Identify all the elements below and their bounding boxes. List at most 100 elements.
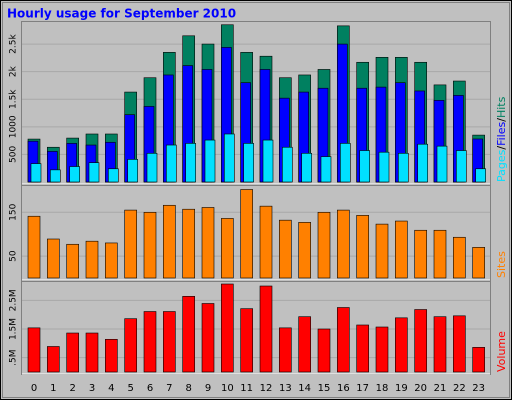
x-tick-label: 17 (356, 383, 369, 394)
bar (127, 159, 138, 183)
bar (317, 211, 331, 279)
bar (201, 303, 215, 373)
bar (166, 144, 177, 183)
bar (182, 296, 195, 373)
y-tick-label: 1.5M (9, 318, 19, 340)
bar (243, 143, 254, 183)
bar (375, 223, 389, 279)
y-tick-label: .5M (9, 349, 19, 365)
x-tick-label: 15 (318, 383, 331, 394)
bar (66, 243, 79, 279)
x-tick-label: 11 (240, 383, 253, 394)
y-tick-label: 2.5M (9, 289, 19, 311)
bar (47, 238, 60, 279)
legend-entry: Pages (495, 149, 508, 182)
bar (375, 326, 389, 373)
panel (21, 185, 491, 281)
bar (259, 205, 273, 279)
x-tick-label: 6 (147, 383, 153, 394)
bar (453, 236, 466, 279)
bar (240, 308, 253, 373)
bar (143, 311, 157, 373)
bar (378, 151, 390, 183)
bar (69, 166, 80, 183)
bar (143, 211, 157, 279)
x-tick-label: 20 (414, 383, 427, 394)
x-tick-label: 1 (50, 383, 56, 394)
bar (201, 207, 215, 279)
bar (66, 332, 79, 373)
bar (433, 316, 447, 373)
bar (124, 318, 137, 373)
x-tick-label: 5 (127, 383, 133, 394)
bar (356, 215, 369, 279)
bar (88, 162, 100, 183)
bar (453, 315, 466, 373)
legend-entry: Hits (495, 96, 508, 118)
x-tick-label: 4 (108, 383, 114, 394)
x-tick-label: 21 (434, 383, 447, 394)
bar (320, 156, 332, 183)
legend-entry: Volume (495, 331, 508, 372)
bar (282, 146, 293, 183)
y-tick-label: 2k (9, 65, 19, 77)
bar (30, 163, 42, 183)
bar (456, 150, 467, 183)
x-tick-label: 12 (260, 383, 273, 394)
legend: Volume (495, 331, 508, 372)
y-tick-label: 50 (9, 250, 19, 262)
bar (224, 133, 235, 183)
bar (472, 247, 485, 279)
y-tick-label: 150 (9, 203, 19, 220)
bar (472, 347, 485, 373)
bar (108, 168, 119, 183)
bar (85, 332, 99, 373)
x-tick-label: 8 (185, 383, 191, 394)
y-tick-label: 2.5k (9, 34, 19, 54)
bar (359, 150, 370, 183)
bar (301, 153, 312, 183)
bar (279, 327, 292, 373)
y-tick-label: 1000 (9, 115, 19, 138)
x-tick-label: 19 (395, 383, 408, 394)
x-tick-label: 18 (376, 383, 389, 394)
y-tick-label: 1.5k (9, 89, 19, 109)
bar (433, 229, 447, 279)
bar (240, 189, 253, 279)
x-tick-label: 22 (453, 383, 466, 394)
bar (414, 309, 427, 373)
bar (221, 218, 234, 279)
legend-entry: Files (495, 121, 508, 145)
legend-entry: Sites (495, 251, 508, 278)
bar (27, 327, 41, 373)
bar (105, 339, 118, 373)
chart-title: Hourly usage for September 2010 (7, 7, 236, 21)
y-tick-label: 500 (9, 146, 19, 163)
legend: Pages/Files/Hits (495, 96, 508, 182)
bar (417, 143, 428, 183)
bar (221, 283, 234, 373)
bar (163, 311, 176, 373)
x-tick-label: 10 (221, 383, 234, 394)
bar (204, 139, 216, 183)
bar (146, 153, 158, 183)
bar (262, 139, 274, 183)
legend: Sites (495, 251, 508, 278)
bar (182, 208, 195, 279)
bar (395, 220, 408, 279)
bar (337, 307, 350, 373)
bar (85, 240, 99, 279)
bar (340, 143, 351, 183)
bar (298, 316, 311, 373)
x-tick-label: 9 (205, 383, 211, 394)
bar (259, 285, 273, 373)
bar (298, 222, 311, 279)
bar (185, 143, 196, 183)
bar (475, 168, 486, 183)
bar (436, 145, 448, 183)
bar (279, 219, 292, 279)
panel (21, 21, 491, 185)
bar (47, 346, 60, 373)
